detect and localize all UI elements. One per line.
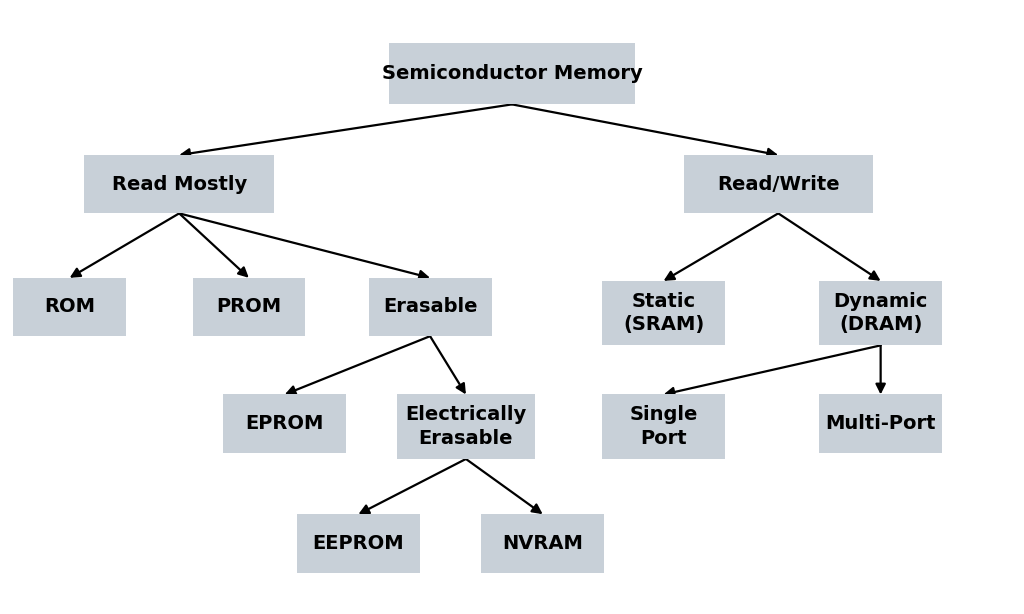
- Text: Read Mostly: Read Mostly: [112, 175, 247, 193]
- FancyBboxPatch shape: [297, 515, 420, 572]
- Text: Static
(SRAM): Static (SRAM): [623, 292, 705, 335]
- Text: Semiconductor Memory: Semiconductor Memory: [382, 64, 642, 83]
- Text: EPROM: EPROM: [246, 414, 324, 433]
- FancyBboxPatch shape: [397, 395, 535, 459]
- Text: NVRAM: NVRAM: [503, 534, 583, 553]
- Text: EEPROM: EEPROM: [312, 534, 404, 553]
- Text: ROM: ROM: [44, 298, 95, 316]
- FancyBboxPatch shape: [389, 43, 635, 104]
- Text: Read/Write: Read/Write: [717, 175, 840, 193]
- FancyBboxPatch shape: [602, 395, 725, 459]
- Text: Erasable: Erasable: [383, 298, 477, 316]
- FancyBboxPatch shape: [819, 281, 942, 345]
- FancyBboxPatch shape: [819, 394, 942, 453]
- FancyBboxPatch shape: [369, 278, 492, 336]
- FancyBboxPatch shape: [84, 155, 273, 214]
- FancyBboxPatch shape: [602, 281, 725, 345]
- Text: Multi-Port: Multi-Port: [825, 414, 936, 433]
- FancyBboxPatch shape: [193, 278, 305, 336]
- FancyBboxPatch shape: [223, 394, 346, 453]
- FancyBboxPatch shape: [13, 278, 126, 336]
- Text: Electrically
Erasable: Electrically Erasable: [406, 405, 526, 448]
- FancyBboxPatch shape: [481, 515, 604, 572]
- Text: Dynamic
(DRAM): Dynamic (DRAM): [834, 292, 928, 335]
- Text: PROM: PROM: [216, 298, 282, 316]
- Text: Single
Port: Single Port: [630, 405, 697, 448]
- FancyBboxPatch shape: [684, 155, 872, 214]
